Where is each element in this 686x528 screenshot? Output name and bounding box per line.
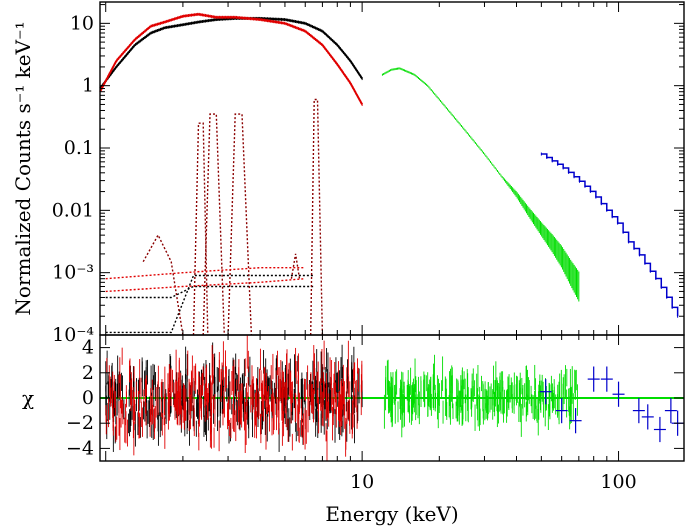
spectrum-ytick-label: 10: [70, 12, 94, 34]
x-axis-label: Energy (keV): [325, 502, 458, 526]
spectrum-ticks: 10 1 0.1 0.01 10⁻³ 10⁻⁴: [52, 2, 684, 346]
model-component-line: [105, 285, 315, 299]
model-component-line: [142, 233, 184, 336]
residual-ytick-label: −4: [66, 437, 94, 459]
residual-ytick-label: 2: [82, 362, 94, 384]
model-component-line: [227, 113, 253, 336]
spectrum-ytick-label: 10⁻⁴: [52, 324, 94, 346]
residual-series: [105, 335, 684, 461]
model-component-line: [290, 253, 301, 279]
spectrum-series: [99, 12, 679, 318]
model-component-line: [310, 98, 324, 336]
residual-ytick-label: −2: [66, 412, 94, 434]
model-component-line: [105, 274, 315, 334]
spectrum-plot-frame: [99, 1, 685, 336]
spectrum-y-axis-label: Normalized Counts s⁻¹ keV⁻¹: [11, 21, 35, 315]
model-components: [105, 98, 324, 336]
x-tick-label: 100: [600, 471, 636, 493]
model-component-line: [202, 113, 225, 336]
x-tick-label: 10: [350, 471, 374, 493]
model-component-line: [192, 122, 209, 336]
spectrum-ytick-label: 0.1: [64, 137, 94, 159]
residual-ytick-label: 0: [82, 387, 94, 409]
model-component-line: [105, 278, 306, 293]
residual-plot-frame: [99, 334, 685, 462]
residual-ytick-label: 4: [82, 337, 94, 359]
model-component-line: [105, 267, 306, 280]
spectrum-ytick-label: 10⁻³: [52, 262, 94, 284]
spectrum-model-line: [541, 153, 679, 317]
residual-ticks: 10 100 4 2 0 −2 −4: [66, 335, 684, 493]
residual-panel: 10 100 4 2 0 −2 −4 χ Energy (keV): [22, 334, 685, 526]
residual-y-axis-label: χ: [22, 386, 34, 410]
spectrum-ytick-label: 1: [82, 75, 94, 97]
spectrum-model-line: [99, 17, 363, 90]
spectrum-model-line: [99, 13, 363, 105]
spectrum-ytick-label: 0.01: [52, 199, 94, 221]
spectrum-panel: 10 1 0.1 0.01 10⁻³ 10⁻⁴ Normalized Counts s⁻¹…: [11, 1, 685, 346]
